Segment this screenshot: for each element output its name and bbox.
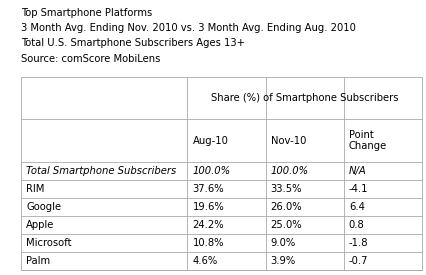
Text: Top Smartphone Platforms: Top Smartphone Platforms (21, 8, 153, 18)
Text: -0.7: -0.7 (349, 255, 368, 266)
Text: Microsoft: Microsoft (26, 238, 72, 248)
Text: Nov-10: Nov-10 (271, 136, 306, 145)
Text: Total Smartphone Subscribers: Total Smartphone Subscribers (26, 166, 177, 176)
Text: Source: comScore MobiLens: Source: comScore MobiLens (21, 54, 161, 64)
Text: 26.0%: 26.0% (271, 202, 302, 212)
Text: 9.0%: 9.0% (271, 238, 296, 248)
Text: 25.0%: 25.0% (271, 219, 302, 230)
Text: 33.5%: 33.5% (271, 184, 302, 194)
Text: 4.6%: 4.6% (193, 255, 218, 266)
Text: 3 Month Avg. Ending Nov. 2010 vs. 3 Month Avg. Ending Aug. 2010: 3 Month Avg. Ending Nov. 2010 vs. 3 Mont… (21, 23, 356, 33)
Text: N/A: N/A (349, 166, 366, 176)
Text: Google: Google (26, 202, 61, 212)
Text: Total U.S. Smartphone Subscribers Ages 13+: Total U.S. Smartphone Subscribers Ages 1… (21, 39, 245, 48)
Text: 3.9%: 3.9% (271, 255, 296, 266)
Text: -4.1: -4.1 (349, 184, 368, 194)
Text: Palm: Palm (26, 255, 51, 266)
Text: 100.0%: 100.0% (271, 166, 309, 176)
Text: 24.2%: 24.2% (193, 219, 224, 230)
Text: RIM: RIM (26, 184, 45, 194)
Text: 10.8%: 10.8% (193, 238, 224, 248)
Text: 19.6%: 19.6% (193, 202, 225, 212)
Text: 100.0%: 100.0% (193, 166, 231, 176)
Text: 0.8: 0.8 (349, 219, 365, 230)
Text: Share (%) of Smartphone Subscribers: Share (%) of Smartphone Subscribers (211, 93, 398, 103)
Text: Apple: Apple (26, 219, 55, 230)
Text: Aug-10: Aug-10 (193, 136, 228, 145)
Text: -1.8: -1.8 (349, 238, 368, 248)
Text: 6.4: 6.4 (349, 202, 365, 212)
Text: 37.6%: 37.6% (193, 184, 224, 194)
Text: Point
Change: Point Change (349, 130, 387, 151)
